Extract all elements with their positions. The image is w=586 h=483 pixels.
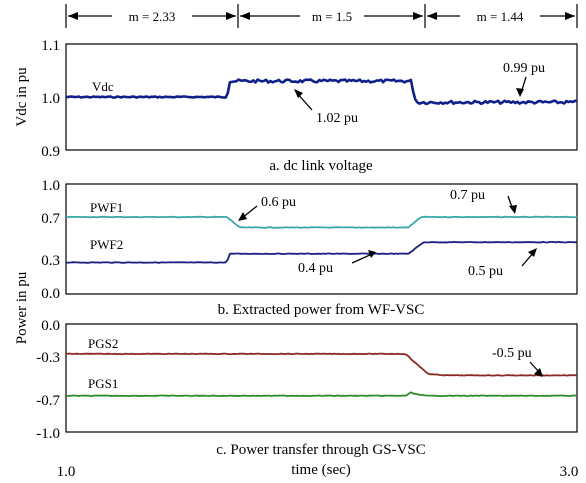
- arrowhead: [368, 250, 376, 258]
- arrowhead: [238, 212, 247, 221]
- arrowhead: [528, 248, 537, 257]
- series-label-pgs1: PGS1: [88, 376, 118, 391]
- arrowhead: [565, 12, 575, 20]
- y-tick-label: 1.0: [41, 178, 60, 194]
- segment-label-3: m = 1.44: [477, 9, 524, 24]
- y-tick-label: 1.0: [41, 91, 60, 107]
- y-tick-label: -0.3: [36, 350, 60, 366]
- arrowhead: [226, 12, 236, 20]
- arrowhead: [509, 205, 517, 214]
- segment-label-1: m = 2.33: [129, 9, 176, 24]
- arrowhead: [413, 12, 423, 20]
- annotation: -0.5 pu: [492, 346, 532, 361]
- arrowhead: [516, 88, 524, 97]
- series-line-pwf2: [65, 241, 578, 264]
- segment-markers: m = 2.33 m = 1.5 m = 1.44: [65, 4, 578, 28]
- y-tick-label: 0.0: [41, 318, 60, 334]
- y-tick-label: 1.1: [41, 38, 60, 54]
- y-tick-label: -1.0: [36, 426, 60, 442]
- arrowhead: [534, 368, 543, 377]
- x-axis-label: time (sec): [291, 462, 351, 478]
- y-tick-label: 0.0: [41, 286, 60, 302]
- shared-y-axis-label: Power in pu: [14, 271, 30, 344]
- series-label-vdc: Vdc: [92, 79, 114, 94]
- panel-c-caption: c. Power transfer through GS-VSC: [216, 442, 426, 458]
- series-label-pgs2: PGS2: [88, 336, 118, 351]
- x-tick-label: 3.0: [560, 464, 579, 480]
- series-label-pwf1: PWF1: [90, 200, 123, 215]
- y-tick-label: 0.9: [41, 144, 60, 160]
- series-line-pgs2: [65, 352, 578, 377]
- series-line-pgs1: [65, 391, 578, 397]
- annotation: 0.99 pu: [503, 61, 545, 76]
- series-label-pwf2: PWF2: [90, 237, 123, 252]
- arrowhead: [427, 12, 437, 20]
- arrowhead: [68, 12, 78, 20]
- panel-b-frame: [65, 183, 578, 295]
- y-tick-label: 0.3: [41, 253, 60, 269]
- y-tick-label: 0.7: [41, 211, 60, 227]
- arrowhead: [294, 89, 303, 98]
- series-layer: [65, 78, 578, 397]
- panel-c-frame: [65, 323, 578, 433]
- annotation: 0.6 pu: [261, 195, 296, 210]
- arrowhead: [240, 12, 250, 20]
- series-line-pwf1: [65, 215, 578, 229]
- segment-label-2: m = 1.5: [312, 9, 352, 24]
- annotation: 0.5 pu: [468, 264, 503, 279]
- x-tick-label: 1.0: [57, 464, 76, 480]
- annotation: 0.4 pu: [298, 261, 333, 276]
- annotation: 0.7 pu: [450, 188, 485, 203]
- y-axis-label: Vdc in pu: [14, 67, 30, 127]
- panel-a-caption: a. dc link voltage: [269, 158, 373, 174]
- series-line-vdc: [65, 78, 578, 106]
- annotation: 1.02 pu: [316, 111, 358, 126]
- annotation-arrow: [351, 253, 373, 264]
- y-tick-label: -0.7: [36, 393, 60, 409]
- panel-b-caption: b. Extracted power from WF-VSC: [218, 302, 425, 318]
